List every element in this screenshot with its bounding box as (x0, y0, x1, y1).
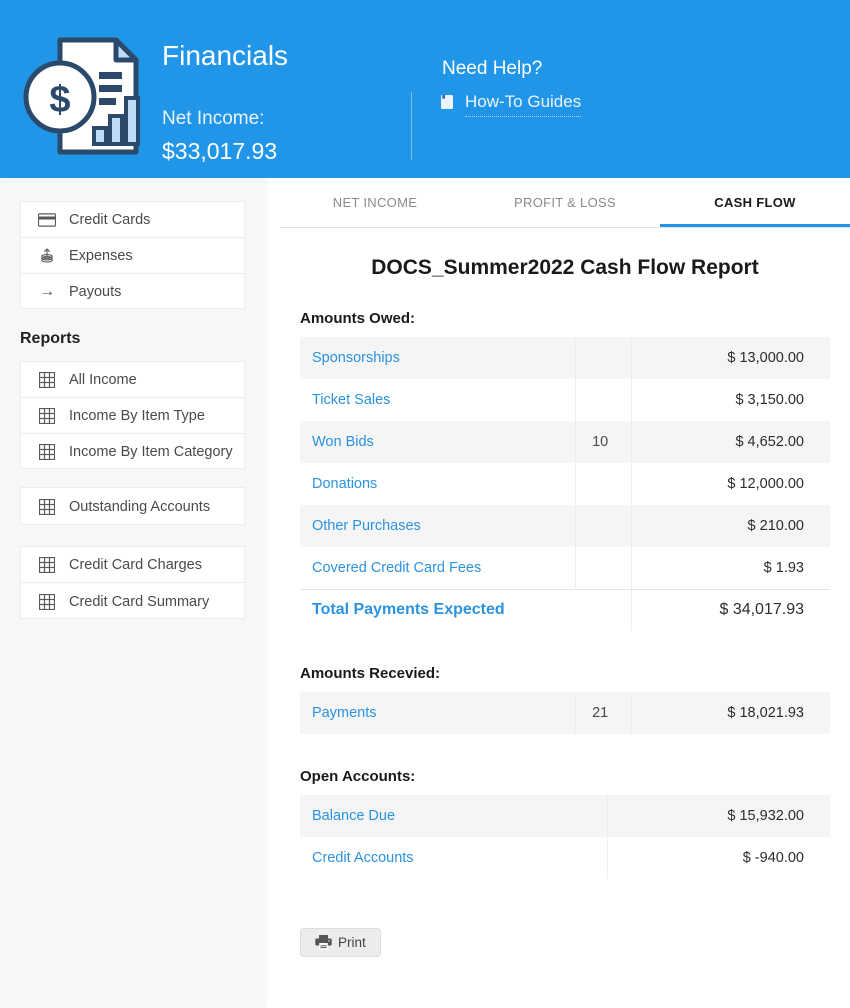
svg-text:$: $ (49, 79, 70, 121)
